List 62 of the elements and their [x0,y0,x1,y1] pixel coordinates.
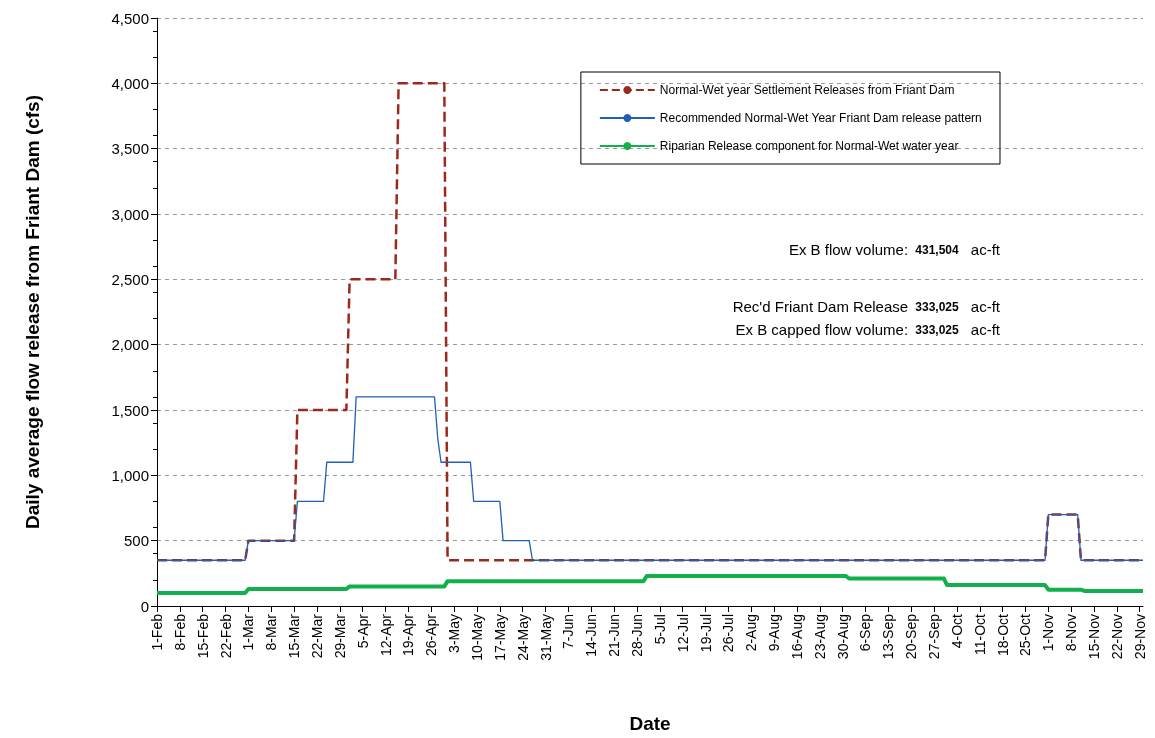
x-tick-label: 24-May [514,614,531,661]
x-tick-label: 19-Apr [400,613,417,657]
y-tick-label: 4,000 [111,74,149,92]
y-tick-label: 2,000 [111,336,149,354]
x-tick-label: 12-Apr [377,613,394,657]
x-tick-label: 12-Jul [674,614,691,653]
x-tick-label: 8-Nov [1063,614,1080,652]
x-tick-label: 5-Apr [354,613,371,649]
x-tick-label: 4-Oct [948,613,965,649]
x-tick-label: 16-Aug [788,614,805,660]
x-tick-label: 22-Feb [217,613,234,659]
y-tick-label: 500 [123,532,149,550]
x-tick-label: 8-Feb [171,613,188,651]
x-tick-label: 9-Aug [766,614,783,652]
annotation: Rec'd Friant Dam Release 333,025 ac-ft [732,298,1001,315]
y-tick-label: 4,500 [111,9,149,27]
x-tick-label: 26-Jul [720,614,737,653]
x-tick-label: 1-Mar [240,613,257,651]
x-tick-label: 22-Mar [308,613,325,659]
y-tick-label: 0 [140,597,149,615]
y-tick-label: 1,500 [111,401,149,419]
x-tick-label: 1-Feb [149,613,165,651]
x-tick-label: 19-Jul [697,614,714,653]
y-axis-title: Daily average flow release from Friant Dam (cfs) [22,95,43,529]
x-tick-label: 27-Sep [926,613,943,660]
x-tick-label: 25-Oct [1017,613,1034,657]
legend-label: Riparian Release component for Normal-Wet water year [659,139,959,153]
x-tick-label: 13-Sep [880,613,897,660]
x-tick-label: 2-Aug [743,614,760,652]
x-tick-label: 31-May [537,614,554,661]
x-tick-label: 8-Mar [263,613,280,651]
y-tick-label: 1,000 [111,466,149,484]
annotation: Ex B capped flow volume: 333,025 ac-ft [735,321,1001,338]
x-tick-label: 20-Sep [903,613,920,660]
x-axis-title: Date [629,713,671,734]
x-tick-label: 5-Jul [651,614,668,645]
x-tick-label: 15-Mar [286,613,303,659]
x-tick-label: 1-Nov [1040,614,1057,652]
x-tick-label: 21-Jun [606,614,623,657]
x-tick-label: 30-Aug [834,614,851,660]
x-tick-label: 14-Jun [583,614,600,657]
annotation: Ex B flow volume: 431,504 ac-ft [788,241,1001,258]
legend-label: Recommended Normal-Wet Year Friant Dam release pattern [659,111,982,125]
x-tick-label: 26-Apr [423,613,440,657]
x-tick-label: 6-Sep [857,613,874,652]
x-tick-label: 17-May [491,614,508,661]
x-tick-label: 3-May [446,614,463,653]
x-tick-label: 11-Oct [971,613,988,655]
x-tick-label: 29-Mar [331,613,348,659]
x-tick-label: 29-Nov [1131,614,1148,660]
legend-label: Normal-Wet year Settlement Releases from Friant Dam [659,83,955,97]
x-tick-label: 10-May [468,614,485,661]
y-tick-label: 2,500 [111,270,149,288]
x-tick-label: 23-Aug [811,614,828,660]
x-tick-label: 15-Nov [1086,614,1103,660]
x-tick-label: 18-Oct [994,613,1011,657]
x-tick-label: 15-Feb [194,613,211,659]
y-tick-label: 3,000 [111,205,149,223]
x-tick-label: 22-Nov [1108,614,1125,660]
x-tick-label: 7-Jun [560,614,577,650]
y-tick-label: 3,500 [111,140,149,158]
x-tick-label: 28-Jun [628,614,645,657]
